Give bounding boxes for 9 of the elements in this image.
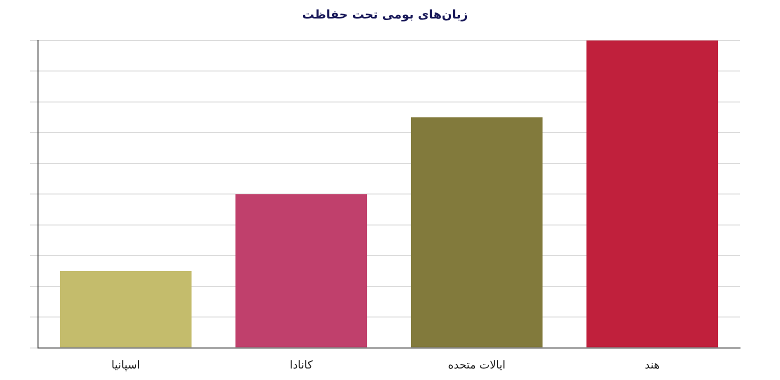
bar [410, 117, 543, 348]
bar [586, 40, 718, 348]
bar [235, 194, 368, 348]
bar [60, 270, 192, 348]
x-tick-label: هند [644, 358, 660, 372]
x-tick-label: ایالات متحده [448, 358, 506, 372]
x-tick-label: اسپانیا [111, 358, 140, 372]
x-tick-label: کانادا [290, 358, 314, 372]
chart-title: زبان‌های بومی تحت حفاظت [302, 7, 468, 22]
